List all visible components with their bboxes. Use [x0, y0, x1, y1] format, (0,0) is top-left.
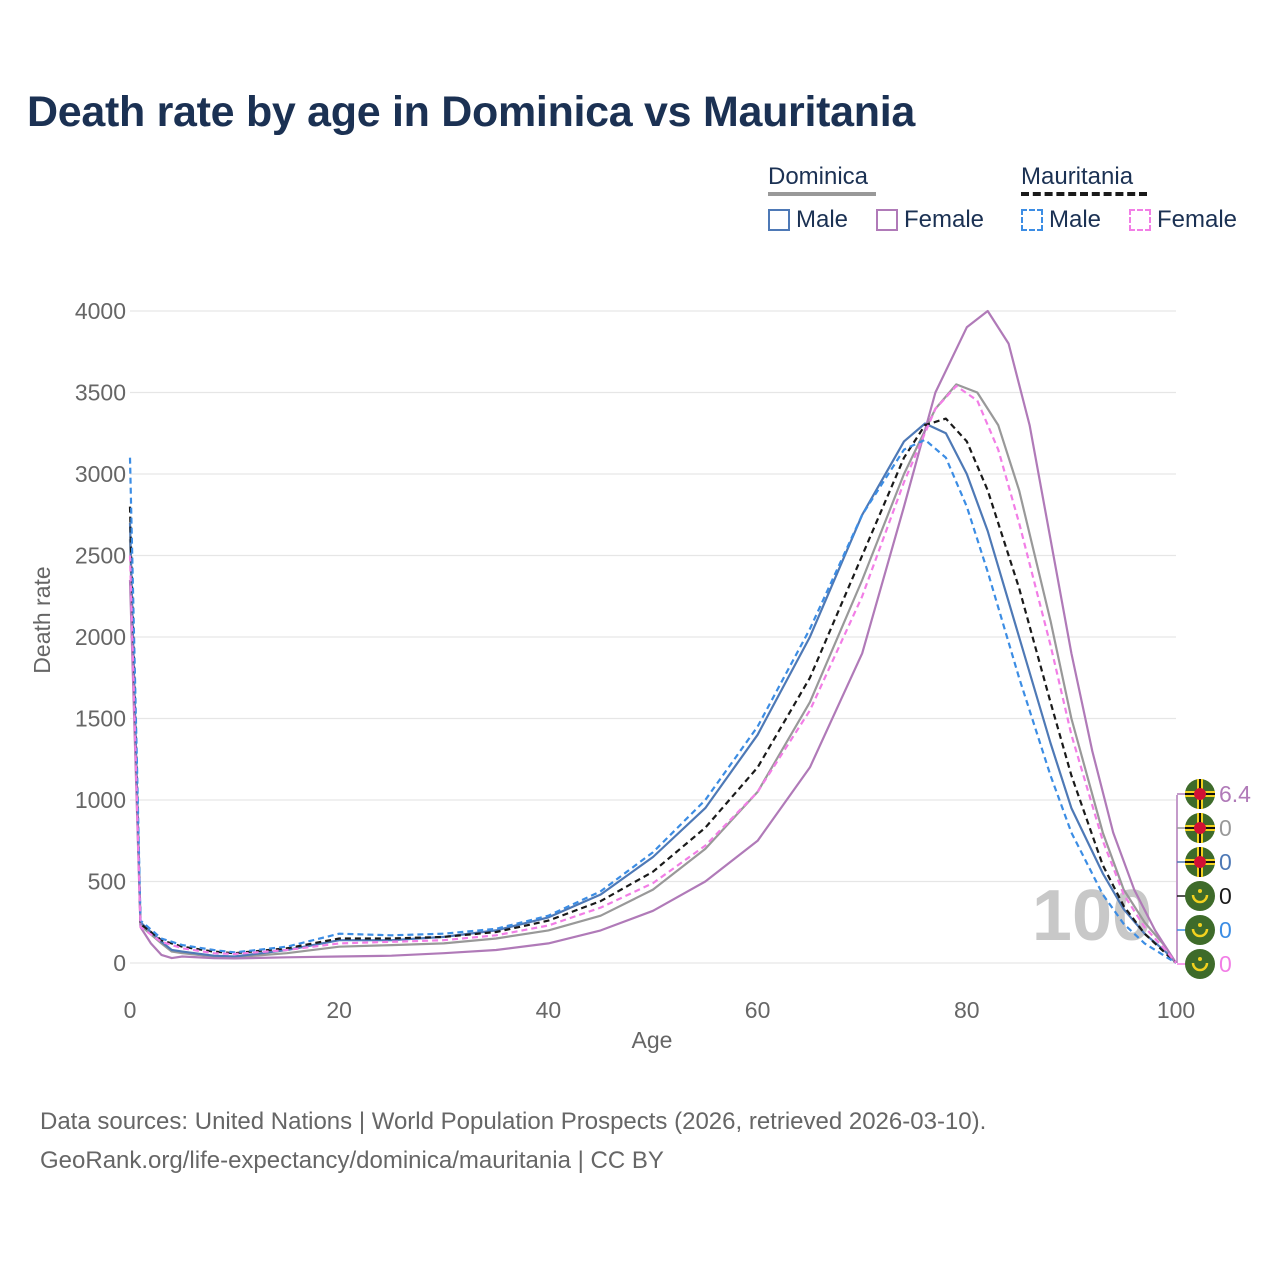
series-lines [128, 309, 1177, 964]
end-labels: 6.4 0 0 0 0 0 [1176, 779, 1251, 979]
flag-crescent [1191, 894, 1209, 904]
end-label-mauritania: 0 [1177, 881, 1232, 911]
flag-crescent [1191, 962, 1209, 972]
legend-underline-dominica [768, 192, 876, 196]
source-line-1: Data sources: United Nations | World Pop… [40, 1108, 987, 1135]
y-tick-label: 4000 [75, 298, 126, 324]
legend-item-dominica-male[interactable]: Male [768, 206, 848, 234]
legend-label: Female [904, 206, 985, 233]
x-tick-label: 0 [124, 997, 137, 1023]
series-line-dominica-total[interactable] [128, 383, 1177, 964]
y-tick-label: 3500 [75, 380, 126, 406]
mauritania-flag-icon [1185, 915, 1215, 945]
end-label-value: 0 [1219, 883, 1232, 909]
end-label-value: 0 [1219, 815, 1232, 841]
x-axis-label: Age [632, 1027, 673, 1053]
series-line-mauritania-female[interactable] [128, 384, 1177, 964]
legend-item-mauritania-female[interactable]: Female [1129, 206, 1237, 234]
y-axis-label: Death rate [29, 566, 55, 673]
mauritania-flag-icon [1185, 881, 1215, 911]
y-tick-label: 2500 [75, 543, 126, 569]
legend-underline-mauritania [1021, 192, 1147, 196]
series-line-dominica-male[interactable] [128, 422, 1177, 964]
grid-lines [130, 310, 1176, 964]
legend-swatch-mauritania-male [1021, 209, 1043, 231]
end-label-dominica: 6.4 [1177, 779, 1251, 809]
y-tick-label: 1500 [75, 706, 126, 732]
x-tick-label: 100 [1157, 997, 1195, 1023]
x-tick-label: 60 [745, 997, 771, 1023]
end-label-value: 0 [1219, 849, 1232, 875]
legend-swatch-mauritania-female [1129, 209, 1151, 231]
mauritania-flag-icon [1185, 949, 1215, 979]
legend-swatch-dominica-male [768, 209, 790, 231]
flag-disc [1194, 822, 1206, 834]
x-tick-label: 80 [954, 997, 980, 1023]
legend-item-dominica-female[interactable]: Female [876, 206, 984, 234]
flag-star [1198, 957, 1202, 961]
legend-swatch-dominica-female [876, 209, 898, 231]
end-label-mauritania: 0 [1177, 949, 1232, 979]
y-tick-label: 0 [113, 950, 126, 976]
legend-item-mauritania-male[interactable]: Male [1021, 206, 1101, 234]
y-tick-label: 1000 [75, 787, 126, 813]
flag-star [1198, 923, 1202, 927]
end-label-mauritania: 0 [1177, 915, 1232, 945]
y-tick-label: 500 [88, 869, 126, 895]
flag-crescent [1191, 928, 1209, 938]
legend-group-mauritania: Mauritania [1021, 163, 1134, 190]
legend-label: Female [1157, 206, 1238, 233]
x-tick-label: 20 [326, 997, 352, 1023]
year-watermark: 100 [1032, 876, 1152, 956]
series-line-mauritania-male[interactable] [128, 438, 1177, 964]
end-label-value: 6.4 [1219, 781, 1251, 807]
x-tick-label: 40 [536, 997, 562, 1023]
x-axis-ticks: 0 20 40 60 80 100 [124, 997, 1196, 1023]
y-tick-label: 2000 [75, 624, 126, 650]
flag-star [1198, 889, 1202, 893]
flag-disc [1194, 788, 1206, 800]
legend-label: Male [796, 206, 849, 233]
series-line-mauritania-total[interactable] [128, 417, 1177, 964]
flag-disc [1194, 856, 1206, 868]
y-tick-label: 3000 [75, 461, 126, 487]
end-label-value: 0 [1219, 917, 1232, 943]
series-line-dominica-female[interactable] [128, 309, 1177, 964]
source-line-2[interactable]: GeoRank.org/life-expectancy/dominica/mau… [40, 1147, 664, 1174]
end-label-dominica: 0 [1177, 813, 1232, 843]
legend-group-dominica: Dominica [768, 163, 869, 190]
end-label-value: 0 [1219, 951, 1232, 977]
end-label-dominica: 0 [1177, 847, 1232, 877]
legend-label: Male [1049, 206, 1102, 233]
chart-title: Death rate by age in Dominica vs Maurita… [27, 88, 915, 136]
y-axis-ticks: 0 500 1000 1500 2000 2500 3000 3500 4000 [75, 298, 126, 976]
